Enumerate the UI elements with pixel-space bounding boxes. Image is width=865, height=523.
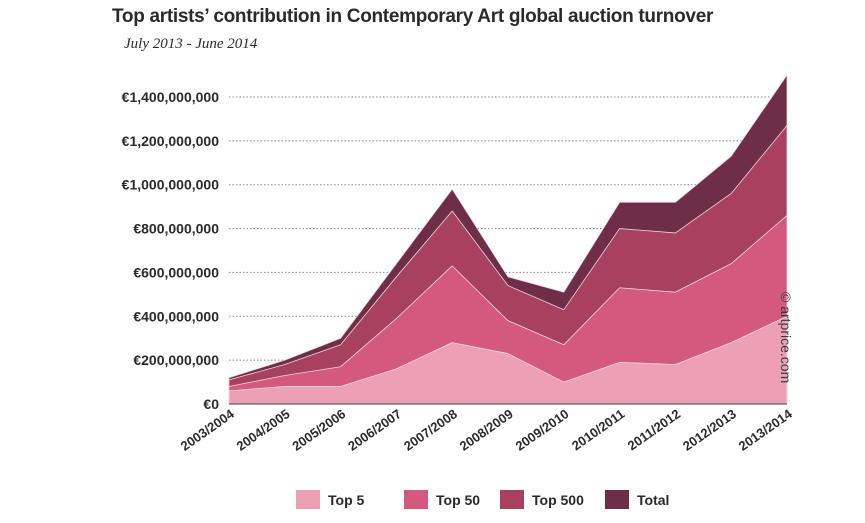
x-tick-label: 2013/2014: [736, 406, 796, 454]
area-series: [228, 74, 788, 405]
legend-swatch: [404, 490, 428, 509]
legend-label: Top 500: [532, 492, 584, 508]
area-top-50: [228, 215, 788, 405]
legend-swatch: [500, 490, 524, 509]
legend-swatch: [296, 490, 320, 509]
x-tick-label: 2006/2007: [345, 406, 404, 454]
area-top-5: [228, 315, 788, 405]
y-tick-label: €1,000,000,000: [122, 177, 220, 193]
legend-label: Total: [637, 492, 669, 508]
x-tick-label: 2008/2009: [457, 406, 516, 454]
x-axis-ticks: 2003/20042004/20052005/20062006/20072007…: [178, 406, 796, 454]
legend: Top 5 Top 50 Top 500 Total: [296, 490, 669, 509]
x-tick-label: 2010/2011: [569, 406, 627, 453]
x-tick-label: 2005/2006: [289, 406, 348, 454]
y-tick-label: €200,000,000: [133, 352, 219, 368]
credit-label: © artprice.com: [778, 292, 794, 383]
x-tick-label: 2011/2012: [625, 406, 683, 453]
y-tick-label: €800,000,000: [133, 221, 219, 237]
legend-swatch: [605, 490, 629, 509]
legend-label: Top 50: [436, 492, 480, 508]
x-tick-label: 2003/2004: [178, 406, 238, 454]
x-tick-label: 2007/2008: [401, 406, 460, 454]
x-tick-label: 2004/2005: [234, 406, 293, 454]
legend-label: Top 5: [328, 492, 365, 508]
chart-subtitle: July 2013 - June 2014: [124, 36, 258, 52]
x-tick-label: 2012/2013: [680, 406, 739, 454]
y-tick-label: €1,400,000,000: [122, 89, 220, 105]
y-tick-label: €400,000,000: [133, 308, 219, 324]
chart-title: Top artists’ contribution in Contemporar…: [112, 6, 714, 27]
y-tick-label: €600,000,000: [133, 264, 219, 280]
y-tick-label: €1,200,000,000: [122, 133, 220, 149]
y-tick-label: €0: [203, 396, 219, 412]
y-axis-ticks: €0 €200,000,000 €400,000,000 €600,000,000 €8…: [122, 89, 220, 412]
x-tick-label: 2009/2010: [513, 406, 572, 454]
